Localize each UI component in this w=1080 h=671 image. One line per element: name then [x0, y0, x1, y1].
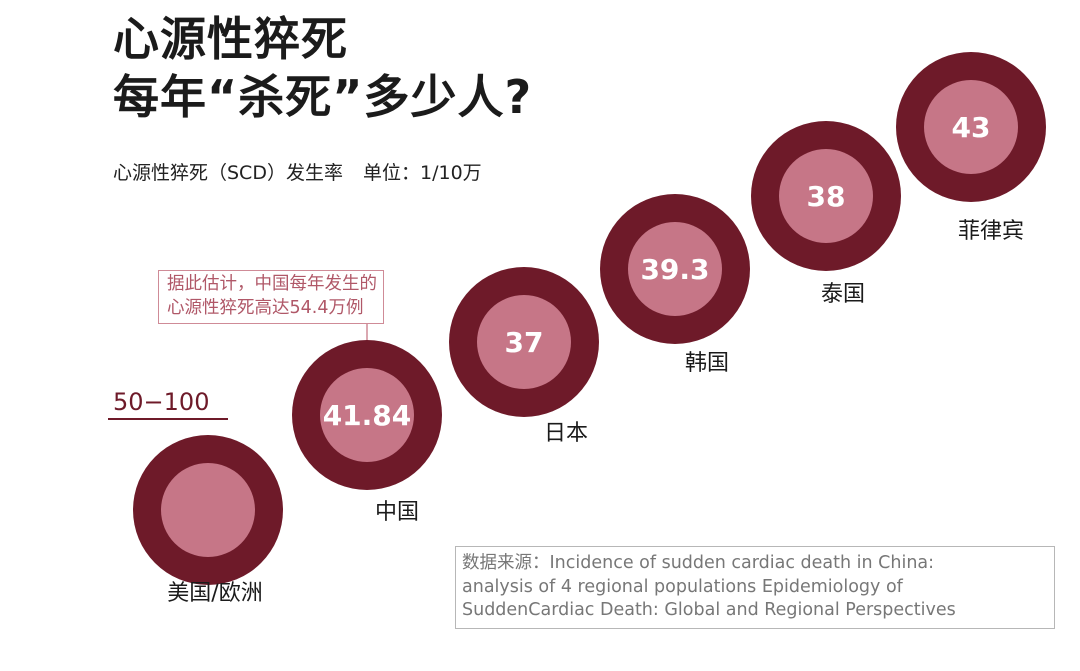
callout-box: 据此估计，中国每年发生的 心源性猝死高达54.4万例: [158, 270, 384, 324]
bubble-0-inner: [161, 463, 255, 557]
range-marker: 50−100: [108, 388, 228, 420]
bubble-1-value-label: 41.84: [323, 399, 412, 432]
bubble-3-inner: [628, 222, 722, 316]
callout-line-2: 心源性猝死高达54.4万例: [167, 298, 364, 318]
subtitle-unit: 单位：1/10万: [363, 162, 482, 184]
bubble-3-category-label: 韩国: [685, 351, 729, 376]
bubble-4-value-label: 38: [807, 180, 846, 213]
bubble-2-value-label: 37: [505, 326, 544, 359]
bubble-1-category-label: 中国: [375, 500, 419, 525]
bubble-4-inner: [779, 149, 873, 243]
source-line-2: analysis of 4 regional populations Epide…: [462, 576, 903, 597]
title-line-2: 每年“杀死”多少人?: [113, 70, 533, 124]
bubbles-group: 美国/欧洲 41.84 中国 37 日本 39.3 韩国 38 泰国 43 菲律宾: [133, 52, 1046, 606]
bubble-2-inner: [477, 295, 571, 389]
page-title: 心源性猝死 每年“杀死”多少人?: [113, 10, 532, 126]
bubble-3-value-label: 39.3: [640, 253, 709, 286]
bubble-2-category-label: 日本: [544, 421, 588, 446]
subtitle-metric: 心源性猝死（SCD）发生率: [113, 162, 343, 184]
bubble-5-inner: [924, 80, 1018, 174]
range-label: 50−100: [113, 388, 209, 416]
callout-line-1: 据此估计，中国每年发生的: [167, 274, 377, 294]
subtitle: 心源性猝死（SCD）发生率 单位：1/10万: [113, 158, 482, 185]
bubble-5-value-label: 43: [952, 111, 991, 144]
source-line-3: SuddenCardiac Death: Global and Regional…: [462, 600, 956, 620]
source-line-1: 数据来源：Incidence of sudden cardiac death i…: [462, 553, 935, 573]
bubble-1-inner: [320, 368, 414, 462]
title-line-1: 心源性猝死: [113, 12, 348, 66]
bubble-5-category-label: 菲律宾: [958, 219, 1024, 244]
source-box: 数据来源：Incidence of sudden cardiac death i…: [455, 546, 1055, 629]
bubble-0-category-label: 美国/欧洲: [167, 581, 262, 606]
bubble-4-category-label: 泰国: [821, 282, 865, 307]
